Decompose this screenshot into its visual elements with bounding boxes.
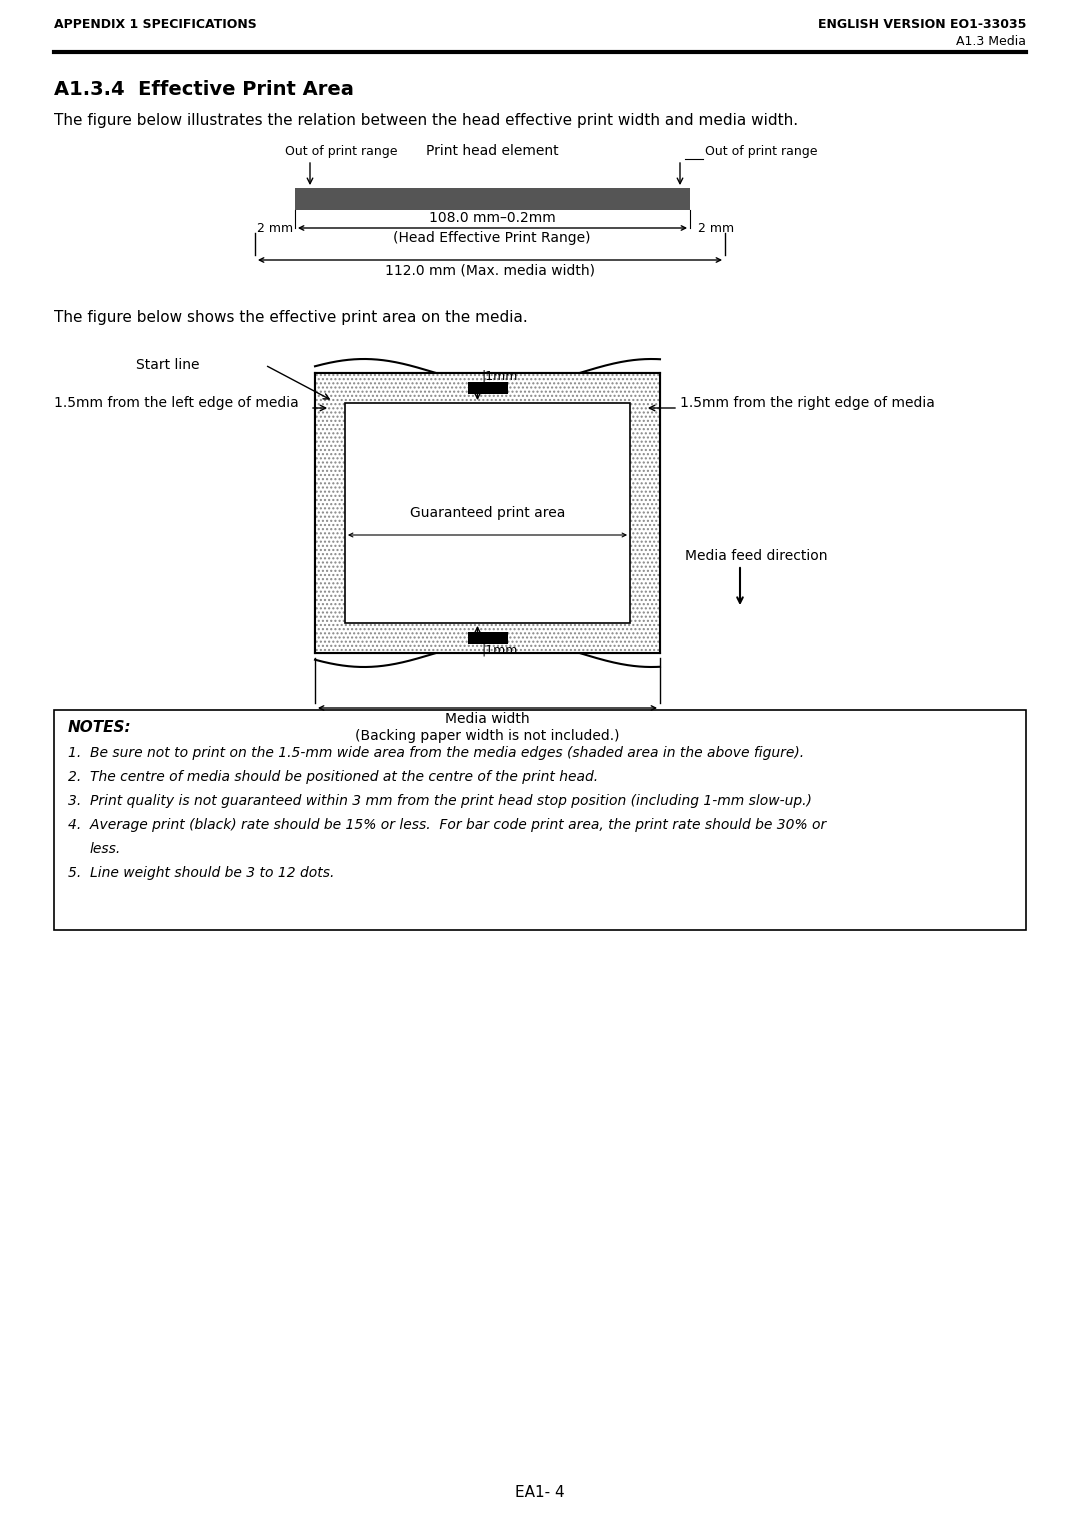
Bar xyxy=(345,403,630,623)
Text: 108.0 mm–0.2mm: 108.0 mm–0.2mm xyxy=(429,211,555,225)
Text: 4.  Average print (black) rate should be 15% or less.  For bar code print area, : 4. Average print (black) rate should be … xyxy=(68,817,826,833)
Bar xyxy=(468,633,508,643)
Text: A1.3 Media: A1.3 Media xyxy=(956,35,1026,47)
Text: Print head element: Print head element xyxy=(426,144,558,157)
Text: 2 mm: 2 mm xyxy=(698,222,734,234)
Text: |1mm: |1mm xyxy=(482,643,518,656)
Text: Media width: Media width xyxy=(445,712,530,726)
Text: NOTES:: NOTES: xyxy=(68,720,132,735)
Text: Out of print range: Out of print range xyxy=(705,145,818,157)
Text: A1.3.4  Effective Print Area: A1.3.4 Effective Print Area xyxy=(54,79,354,99)
Bar xyxy=(315,623,660,652)
Text: |1mm: |1mm xyxy=(482,370,518,384)
Text: Out of print range: Out of print range xyxy=(285,145,397,157)
Text: 2 mm: 2 mm xyxy=(257,222,293,234)
Text: 1.  Be sure not to print on the 1.5-mm wide area from the media edges (shaded ar: 1. Be sure not to print on the 1.5-mm wi… xyxy=(68,746,805,759)
Text: 1.5mm from the left edge of media: 1.5mm from the left edge of media xyxy=(54,396,299,410)
Text: 3.  Print quality is not guaranteed within 3 mm from the print head stop positio: 3. Print quality is not guaranteed withi… xyxy=(68,795,812,808)
Text: 112.0 mm (Max. media width): 112.0 mm (Max. media width) xyxy=(384,264,595,278)
Text: ENGLISH VERSION EO1-33035: ENGLISH VERSION EO1-33035 xyxy=(818,18,1026,31)
Text: EA1- 4: EA1- 4 xyxy=(515,1485,565,1500)
Bar xyxy=(295,188,690,209)
Text: 5.  Line weight should be 3 to 12 dots.: 5. Line weight should be 3 to 12 dots. xyxy=(68,866,335,880)
Text: (Backing paper width is not included.): (Backing paper width is not included.) xyxy=(355,729,620,743)
Bar xyxy=(54,711,1026,931)
Text: Media feed direction: Media feed direction xyxy=(685,549,827,562)
Bar xyxy=(630,373,660,652)
Text: The figure below shows the effective print area on the media.: The figure below shows the effective pri… xyxy=(54,310,528,325)
Text: 1.5mm from the right edge of media: 1.5mm from the right edge of media xyxy=(680,396,935,410)
Text: The figure below illustrates the relation between the head effective print width: The figure below illustrates the relatio… xyxy=(54,113,798,128)
Bar xyxy=(315,373,345,652)
Text: Guaranteed print area: Guaranteed print area xyxy=(409,506,565,520)
Text: APPENDIX 1 SPECIFICATIONS: APPENDIX 1 SPECIFICATIONS xyxy=(54,18,257,31)
Bar xyxy=(315,373,660,652)
Bar xyxy=(468,382,508,394)
Text: less.: less. xyxy=(90,842,121,856)
Text: Start line: Start line xyxy=(136,358,200,371)
Bar xyxy=(315,373,660,403)
Text: 2.  The centre of media should be positioned at the centre of the print head.: 2. The centre of media should be positio… xyxy=(68,770,598,784)
Text: (Head Effective Print Range): (Head Effective Print Range) xyxy=(393,231,591,244)
